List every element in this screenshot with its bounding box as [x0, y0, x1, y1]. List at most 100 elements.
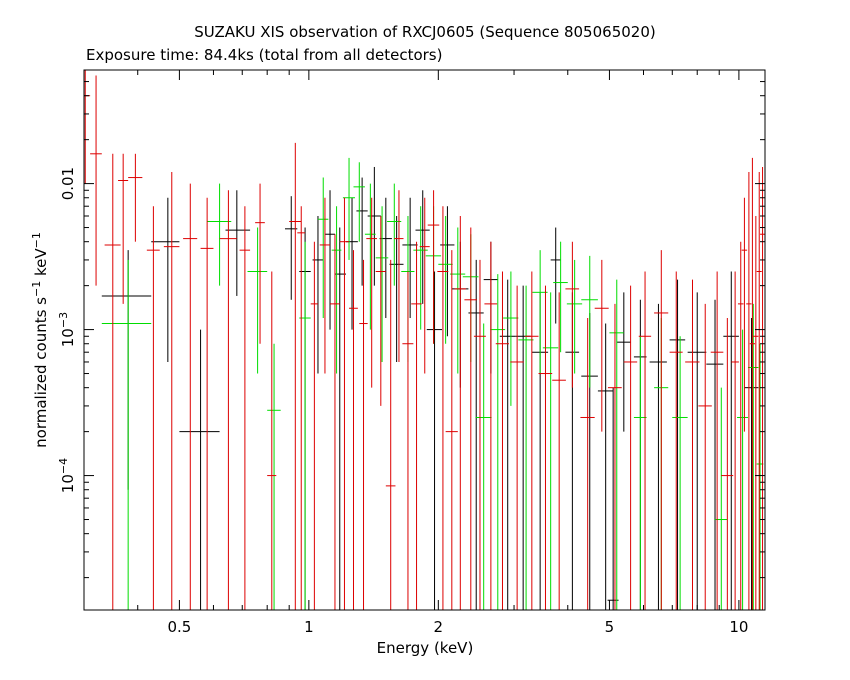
data-point	[741, 197, 748, 432]
y-tick-label-exponent: −4	[57, 458, 70, 474]
data-point	[319, 197, 331, 374]
data-point	[289, 142, 302, 610]
data-point	[207, 183, 232, 286]
data-point	[552, 292, 566, 610]
data-point	[411, 241, 422, 610]
y-tick-label-exponent: −3	[57, 312, 70, 328]
y-axis-label-base: normalized counts s	[32, 297, 50, 448]
y-tick-label: 10−4	[57, 458, 78, 493]
data-point	[607, 303, 622, 610]
y-tick-label-base: 10	[59, 474, 77, 493]
data-point	[503, 271, 519, 406]
data-point	[475, 323, 492, 610]
data-point	[389, 215, 404, 362]
data-point	[437, 206, 449, 610]
data-point	[454, 215, 467, 610]
data-point	[710, 271, 724, 610]
data-point	[353, 162, 365, 242]
data-point	[553, 241, 568, 353]
data-point	[672, 336, 688, 610]
data-point	[524, 271, 539, 610]
data-point	[324, 190, 335, 330]
data-point	[638, 271, 652, 610]
data-point	[364, 183, 376, 330]
data-point	[375, 215, 386, 406]
data-point	[183, 183, 198, 610]
data-point	[366, 197, 377, 388]
data-point	[317, 177, 329, 319]
data-point	[748, 303, 759, 610]
data-point	[200, 197, 214, 610]
data-point	[495, 271, 509, 610]
series-0	[101, 166, 759, 610]
data-point	[394, 190, 404, 362]
data-point	[737, 241, 744, 610]
data-point	[566, 259, 583, 374]
data-point	[594, 259, 609, 432]
y-axis-label-exp2: −1	[30, 232, 43, 248]
series-2	[84, 70, 765, 610]
data-point	[427, 190, 440, 344]
data-point	[654, 250, 669, 610]
data-point	[518, 285, 534, 610]
y-axis-label-exp1: −1	[30, 281, 43, 297]
data-point	[128, 153, 143, 242]
data-point	[255, 183, 265, 344]
data-point	[267, 343, 281, 610]
data-point	[413, 206, 428, 330]
x-tick-label: 5	[605, 618, 615, 636]
data-point	[225, 190, 251, 296]
data-point	[737, 329, 749, 610]
data-point	[464, 227, 477, 610]
data-point	[749, 157, 755, 610]
y-axis-label: normalized counts s−1 keV−1	[30, 232, 51, 448]
y-axis-label-mid: keV	[32, 248, 50, 281]
data-point	[419, 197, 430, 374]
data-point	[760, 166, 765, 610]
data-point	[550, 227, 561, 324]
data-point	[445, 250, 458, 610]
data-point	[219, 190, 237, 610]
data-point	[118, 153, 129, 304]
data-point	[687, 292, 707, 610]
plot-frame	[83, 69, 766, 611]
data-point	[438, 215, 453, 344]
series-layer	[84, 70, 765, 610]
data-point	[349, 250, 358, 610]
data-point	[402, 271, 414, 610]
data-point	[331, 206, 342, 374]
data-point	[685, 279, 700, 610]
data-point	[356, 177, 368, 286]
data-point	[179, 329, 220, 610]
data-point	[756, 172, 762, 610]
data-point	[623, 285, 638, 610]
data-point	[426, 271, 443, 610]
data-point	[580, 318, 595, 610]
data-point	[385, 259, 396, 610]
chart-subtitle: Exposure time: 84.4ks (total from all de…	[86, 46, 442, 64]
x-tick-label: 2	[434, 618, 444, 636]
data-point	[450, 227, 466, 374]
x-tick-label: 0.5	[167, 618, 191, 636]
x-tick-label: 1	[304, 618, 314, 636]
data-point	[367, 166, 381, 286]
data-point	[538, 285, 553, 610]
data-point	[247, 227, 268, 374]
data-point	[267, 271, 277, 610]
data-point	[402, 197, 418, 319]
data-point	[163, 172, 180, 610]
x-axis-label: Energy (keV)	[377, 639, 474, 657]
data-point	[597, 323, 614, 610]
y-tick-label: 10−3	[57, 312, 78, 347]
data-point	[669, 279, 686, 610]
x-tick-label: 10	[729, 618, 748, 636]
data-point	[239, 206, 251, 610]
data-point	[297, 206, 306, 610]
data-point	[151, 197, 180, 362]
y-tick-label-base: 10	[59, 328, 77, 347]
data-point	[473, 259, 486, 610]
data-point	[723, 271, 739, 610]
data-point	[484, 241, 498, 610]
